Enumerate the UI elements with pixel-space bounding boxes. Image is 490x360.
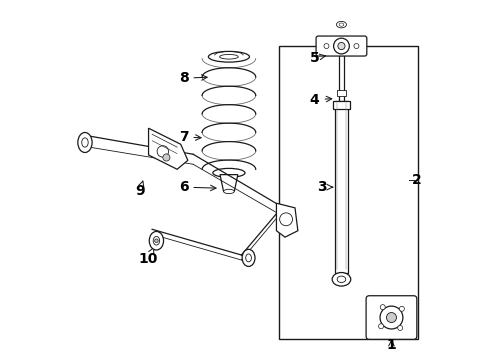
Bar — [279, 46, 418, 339]
Circle shape — [334, 38, 349, 54]
Circle shape — [398, 325, 403, 330]
Circle shape — [380, 305, 385, 310]
Bar — [339, 55, 344, 102]
Ellipse shape — [242, 249, 255, 266]
Ellipse shape — [220, 54, 238, 59]
Polygon shape — [276, 203, 298, 237]
Text: 6: 6 — [179, 180, 216, 194]
Circle shape — [324, 44, 329, 49]
Circle shape — [379, 324, 384, 329]
Ellipse shape — [223, 189, 234, 194]
Ellipse shape — [78, 132, 92, 153]
Ellipse shape — [332, 273, 351, 286]
Text: 5: 5 — [310, 51, 325, 65]
Circle shape — [163, 154, 170, 161]
Polygon shape — [220, 175, 238, 192]
FancyBboxPatch shape — [366, 296, 417, 339]
Ellipse shape — [82, 138, 88, 147]
Ellipse shape — [337, 21, 346, 28]
Text: 7: 7 — [179, 130, 201, 144]
Ellipse shape — [337, 276, 346, 283]
Circle shape — [157, 146, 169, 157]
Ellipse shape — [149, 231, 164, 250]
Ellipse shape — [245, 254, 251, 262]
Bar — [335, 102, 348, 273]
Ellipse shape — [339, 23, 344, 26]
Text: 9: 9 — [135, 181, 145, 198]
Bar — [337, 90, 346, 96]
Bar — [333, 102, 349, 109]
Ellipse shape — [208, 51, 249, 62]
FancyBboxPatch shape — [316, 36, 367, 56]
Polygon shape — [148, 128, 188, 169]
Circle shape — [155, 239, 158, 243]
Text: 4: 4 — [310, 93, 332, 107]
Circle shape — [380, 306, 403, 329]
Circle shape — [354, 44, 359, 49]
Text: 10: 10 — [138, 247, 157, 266]
Text: 2: 2 — [412, 173, 421, 187]
Text: 8: 8 — [179, 71, 207, 85]
Circle shape — [338, 42, 345, 50]
Text: 3: 3 — [317, 180, 333, 194]
Text: 1: 1 — [387, 338, 396, 352]
Circle shape — [399, 306, 404, 311]
Circle shape — [387, 312, 396, 323]
Ellipse shape — [153, 237, 160, 245]
Ellipse shape — [213, 168, 245, 177]
Circle shape — [280, 213, 293, 226]
